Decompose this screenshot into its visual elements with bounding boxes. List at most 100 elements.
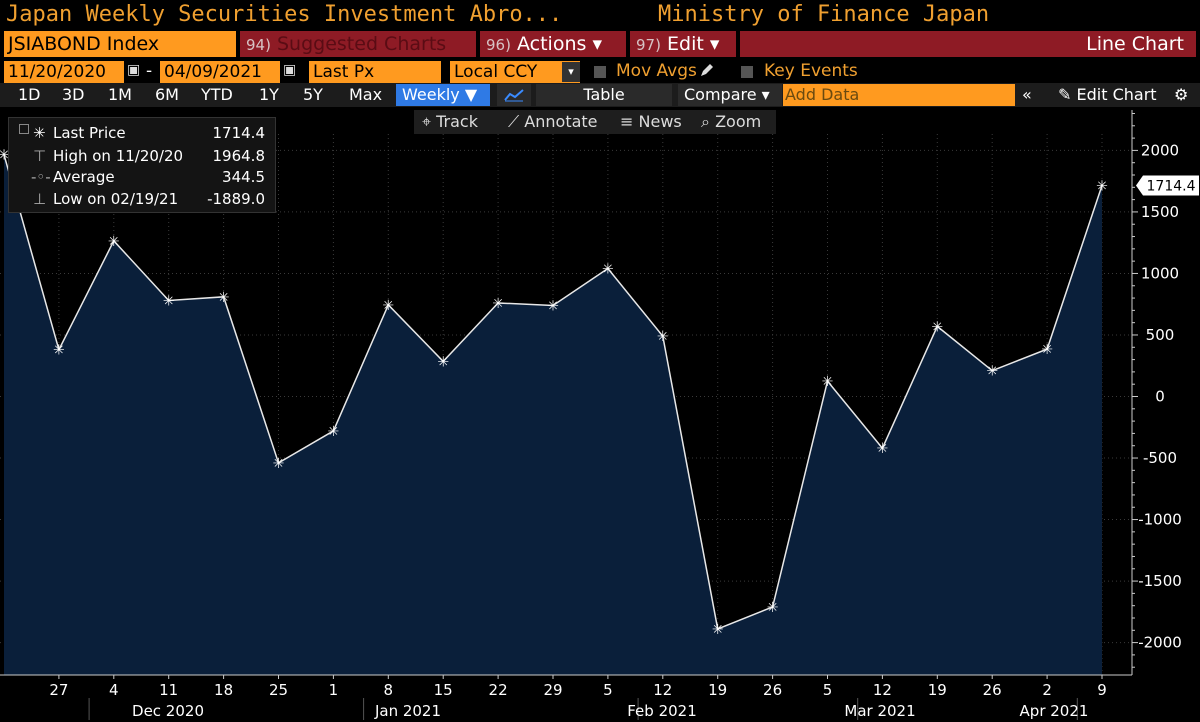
data-point: ✳: [382, 298, 394, 314]
chart-legend[interactable]: ✳ Last Price 1714.4 ⊤ High on 11/20/20 1…: [8, 117, 276, 213]
x-tick-label: 4: [109, 681, 119, 699]
suggested-num: 94): [246, 36, 271, 54]
news-label: News: [638, 112, 682, 131]
last-value-label: 1714.4: [1147, 179, 1196, 195]
actions-menu-button[interactable]: 96) Actions ▾: [480, 31, 626, 57]
zoom-label: Zoom: [715, 112, 762, 131]
series-line: [3, 154, 1103, 630]
legend-label: Average: [53, 168, 115, 186]
date-separator: -: [146, 61, 153, 81]
track-label: Track: [436, 112, 478, 131]
frequency-select[interactable]: Weekly ▼: [396, 84, 490, 106]
legend-value: 344.5: [222, 168, 265, 186]
x-tick-label: 11: [159, 681, 178, 699]
suggested-charts-button[interactable]: 94) Suggested Charts: [240, 31, 476, 57]
x-tick-label: 27: [49, 681, 68, 699]
edit-chart-button[interactable]: ✎ Edit Chart: [1058, 84, 1157, 106]
ticker-field[interactable]: JSIABOND Index: [4, 31, 236, 57]
y-tick-label: 0: [1155, 388, 1165, 406]
data-point: ✳: [767, 600, 779, 616]
average-marker-icon: -◦-: [31, 168, 51, 186]
x-tick-label: 15: [434, 681, 453, 699]
zoom-tool[interactable]: ⌕ Zoom: [701, 110, 761, 134]
data-source-title: Ministry of Finance Japan: [658, 2, 990, 27]
mov-avgs-checkbox[interactable]: [594, 66, 606, 78]
calendar-icon[interactable]: ▣: [283, 62, 297, 78]
legend-collapse-icon[interactable]: [19, 124, 29, 134]
data-point: ✳: [877, 441, 889, 457]
actions-num: 96): [486, 36, 511, 54]
x-tick-label: 9: [1097, 681, 1107, 699]
add-data-input[interactable]: Add Data: [783, 84, 1015, 106]
actions-label: Actions ▾: [517, 33, 602, 55]
data-point: ✳: [547, 298, 559, 314]
crosshair-icon: ⌖: [422, 112, 432, 131]
data-point: ✳: [437, 354, 449, 370]
data-point: ✳: [163, 294, 175, 310]
end-date-input[interactable]: 04/09/2021: [160, 61, 280, 83]
key-events-label[interactable]: Key Events: [764, 61, 858, 81]
pencil-icon: ✎: [1058, 85, 1072, 104]
x-tick-label: 12: [873, 681, 892, 699]
legend-value: 1714.4: [212, 124, 266, 142]
x-tick-label: 5: [603, 681, 613, 699]
range-5y-button[interactable]: 5Y: [303, 85, 323, 104]
data-point: ✳: [657, 329, 669, 345]
y-tick-label: 2000: [1141, 141, 1179, 159]
data-point: ✳: [218, 290, 230, 306]
data-point: ✳: [328, 424, 340, 440]
x-month-label: Apr 2021: [1020, 702, 1089, 720]
data-point: ✳: [53, 343, 65, 359]
range-max-button[interactable]: Max: [349, 85, 383, 104]
magnifier-icon: ⌕: [701, 112, 710, 131]
x-tick-label: 19: [708, 681, 727, 699]
high-marker-icon: ⊤: [33, 147, 47, 165]
edit-chart-label: Edit Chart: [1076, 85, 1157, 104]
range-1m-button[interactable]: 1M: [108, 85, 132, 104]
mov-avgs-label[interactable]: Mov Avgs: [616, 61, 715, 81]
data-point: ✳: [492, 296, 504, 312]
news-tool[interactable]: ≡ News: [620, 110, 682, 134]
line-chart-toggle[interactable]: [497, 84, 531, 106]
data-point: ✳: [712, 622, 724, 638]
legend-value: -1889.0: [207, 190, 265, 208]
data-point: ✳: [108, 234, 120, 250]
x-tick-label: 5: [823, 681, 833, 699]
chevron-down-icon[interactable]: ▾: [562, 62, 580, 82]
data-point: ✳: [273, 456, 285, 472]
range-1y-button[interactable]: 1Y: [259, 85, 279, 104]
range-ytd-button[interactable]: YTD: [201, 85, 233, 104]
legend-label: Last Price: [53, 124, 126, 142]
edit-menu-button[interactable]: 97) Edit ▾: [630, 31, 736, 57]
range-1d-button[interactable]: 1D: [18, 85, 41, 104]
y-tick-label: 1500: [1141, 203, 1179, 221]
start-date-input[interactable]: 11/20/2020: [4, 61, 124, 83]
gear-icon[interactable]: ⚙: [1174, 85, 1189, 104]
price-field-select[interactable]: Last Px: [309, 61, 441, 83]
legend-label: Low on 02/19/21: [53, 190, 179, 208]
x-tick-label: 12: [653, 681, 672, 699]
data-point: ✳: [931, 319, 943, 335]
calendar-icon[interactable]: ▣: [127, 62, 141, 78]
legend-label: High on 11/20/20: [53, 147, 184, 165]
y-tick-label: 500: [1146, 326, 1175, 344]
table-button[interactable]: Table: [536, 84, 672, 106]
track-tool[interactable]: ⌖ Track: [422, 110, 478, 134]
compare-button[interactable]: Compare ▾: [678, 84, 782, 106]
x-tick-label: 2: [1042, 681, 1052, 699]
annotate-tool[interactable]: ⟋ Annotate: [508, 110, 598, 134]
x-tick-label: 26: [983, 681, 1002, 699]
x-month-label: Jan 2021: [374, 702, 441, 720]
suggested-label: Suggested Charts: [277, 33, 447, 55]
range-3d-button[interactable]: 3D: [62, 85, 85, 104]
x-tick-label: 25: [269, 681, 288, 699]
collapse-icon[interactable]: «: [1022, 85, 1032, 104]
key-events-checkbox[interactable]: [741, 66, 753, 78]
x-tick-label: 19: [928, 681, 947, 699]
range-6m-button[interactable]: 6M: [155, 85, 179, 104]
x-tick-label: 1: [329, 681, 339, 699]
currency-select[interactable]: Local CCY: [450, 61, 580, 83]
data-point: ✳: [822, 374, 834, 390]
pencil-icon[interactable]: [699, 62, 715, 78]
